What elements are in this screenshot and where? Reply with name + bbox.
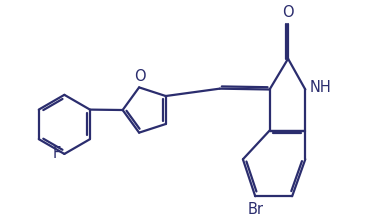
Text: F: F [53, 147, 61, 161]
Text: O: O [134, 69, 146, 84]
Text: NH: NH [309, 80, 331, 95]
Text: O: O [282, 5, 294, 20]
Text: Br: Br [247, 202, 263, 217]
